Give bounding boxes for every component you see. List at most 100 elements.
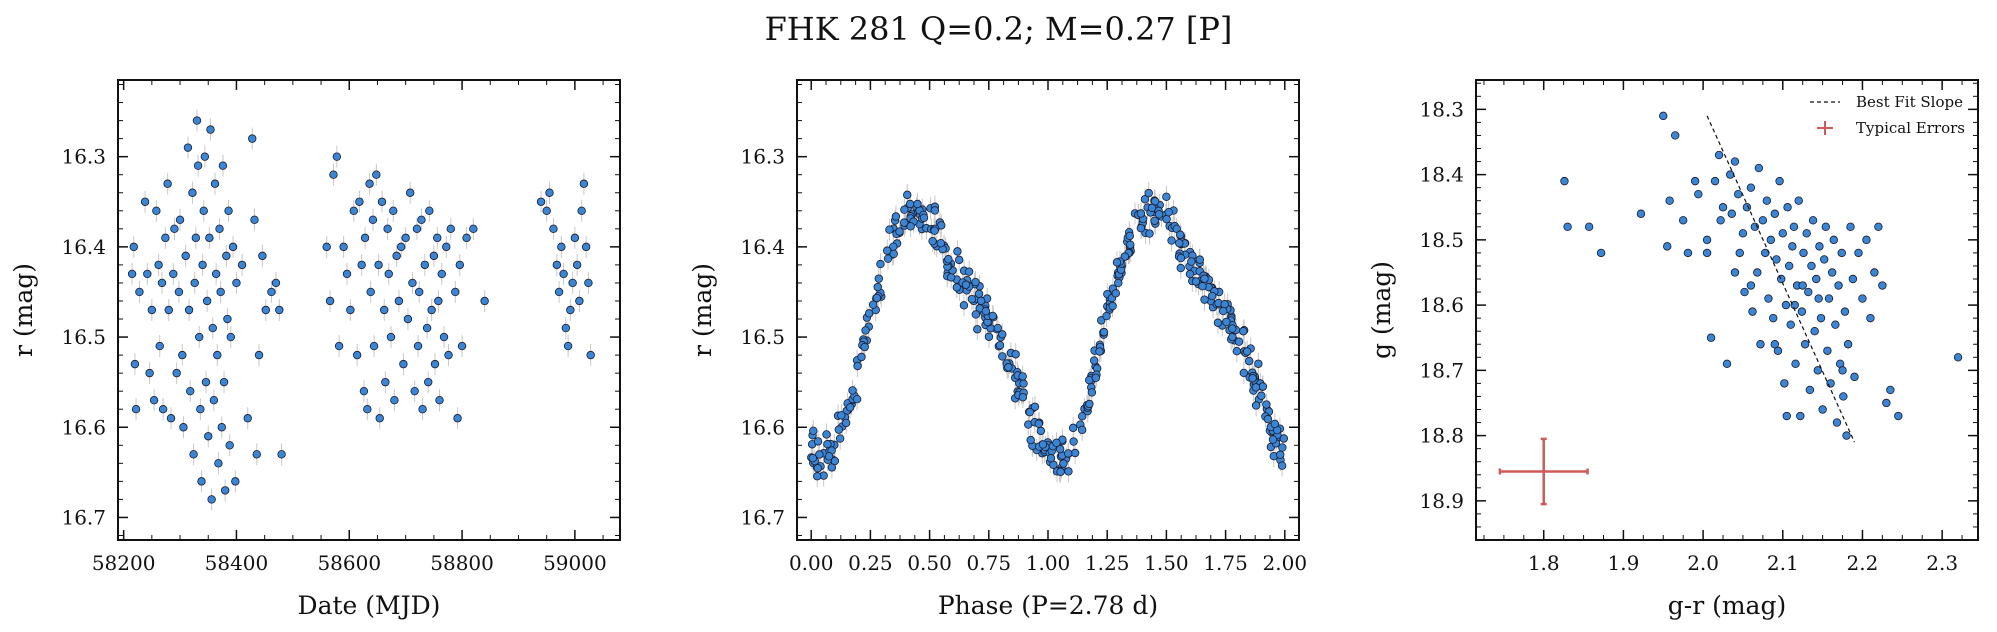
data-point <box>1790 300 1799 310</box>
data-point <box>930 206 940 215</box>
x-tick-label: 58400 <box>205 551 269 575</box>
data-point <box>1034 419 1043 428</box>
data-point <box>188 188 197 197</box>
data-point <box>1636 209 1646 218</box>
data-point <box>848 386 857 395</box>
data-point <box>178 350 187 360</box>
data-point <box>1812 274 1821 284</box>
data-point <box>1799 248 1808 258</box>
data-point <box>195 332 204 342</box>
data-point <box>1862 235 1871 245</box>
data-point <box>1213 318 1223 327</box>
data-point <box>936 238 945 248</box>
data-point <box>446 224 455 234</box>
data-point <box>189 450 198 459</box>
data-point <box>1894 411 1903 421</box>
data-point <box>130 359 140 369</box>
data-point <box>1108 301 1117 311</box>
data-point <box>163 179 172 188</box>
x-tick-label: 1.50 <box>1144 551 1189 575</box>
data-point <box>1781 300 1791 310</box>
data-point <box>155 341 164 351</box>
panel-light-curve: 58200 58400 58600 58800 59000 16.3 16.4 16.5 16.… <box>9 79 621 620</box>
data-point <box>1263 414 1273 424</box>
data-point <box>437 269 446 279</box>
data-point <box>944 255 953 264</box>
data-point <box>1162 192 1171 201</box>
data-point <box>1769 313 1778 323</box>
x-tick-label: 2.1 <box>1767 551 1799 575</box>
data-point <box>357 260 366 270</box>
data-point <box>339 242 348 252</box>
data-point <box>252 450 261 459</box>
x-axis-label: Phase (P=2.78 d) <box>938 591 1158 620</box>
data-point <box>369 341 379 351</box>
data-point <box>549 224 558 234</box>
data-point <box>412 224 422 234</box>
data-point <box>1831 320 1840 329</box>
data-point <box>579 179 589 188</box>
data-point <box>861 326 870 335</box>
data-point <box>1813 366 1823 375</box>
data-point <box>169 269 178 279</box>
data-point <box>384 269 393 279</box>
data-point <box>1766 235 1776 245</box>
data-point <box>883 246 892 255</box>
data-point <box>981 306 991 316</box>
plot-area-light-curve <box>127 109 595 511</box>
data-point <box>967 294 977 304</box>
data-point <box>403 314 413 324</box>
data-point <box>1025 407 1035 417</box>
data-point <box>545 188 554 197</box>
y-tick-label: 16.6 <box>740 415 785 439</box>
data-point <box>903 190 912 200</box>
data-point <box>359 386 369 396</box>
legend-typical-errors-label: Typical Errors <box>1856 119 1965 137</box>
x-tick-label: 59000 <box>543 551 607 575</box>
data-point <box>1754 163 1764 173</box>
data-point <box>145 368 154 378</box>
data-point <box>1200 274 1209 283</box>
data-point <box>1727 209 1736 218</box>
data-point <box>928 236 937 246</box>
data-point <box>1690 176 1700 186</box>
data-point <box>900 218 909 227</box>
data-point <box>1167 236 1176 245</box>
data-point <box>147 305 157 315</box>
data-point <box>561 323 571 333</box>
data-point <box>202 296 212 306</box>
y-axis-label: r (mag) <box>9 263 38 357</box>
data-point <box>575 296 584 306</box>
data-point <box>974 289 984 299</box>
data-point <box>1733 189 1743 199</box>
axes-frame <box>117 79 621 541</box>
x-tick-label: 58800 <box>430 551 494 575</box>
data-point <box>1278 443 1287 452</box>
data-point <box>1796 411 1805 421</box>
y-tick-label: 18.4 <box>1419 163 1464 187</box>
data-point <box>1560 176 1569 186</box>
data-point <box>953 247 962 256</box>
data-point <box>197 477 206 486</box>
data-point <box>184 305 194 315</box>
data-point <box>852 394 862 404</box>
data-point <box>964 267 974 276</box>
x-tick-label: 1.75 <box>1203 551 1248 575</box>
data-point <box>355 197 364 206</box>
data-point <box>243 414 252 423</box>
x-tick-label: 2.0 <box>1687 551 1719 575</box>
data-point <box>1102 311 1111 321</box>
data-point <box>1276 450 1285 459</box>
data-point <box>834 425 844 434</box>
data-point <box>225 441 234 450</box>
data-point <box>900 205 909 214</box>
data-point <box>1665 196 1674 205</box>
data-point <box>905 199 915 209</box>
data-point <box>1815 242 1824 251</box>
y-tick-label: 18.6 <box>1419 293 1464 317</box>
y-tick-label: 16.5 <box>740 325 785 349</box>
data-point <box>988 311 997 321</box>
data-point <box>149 395 159 405</box>
